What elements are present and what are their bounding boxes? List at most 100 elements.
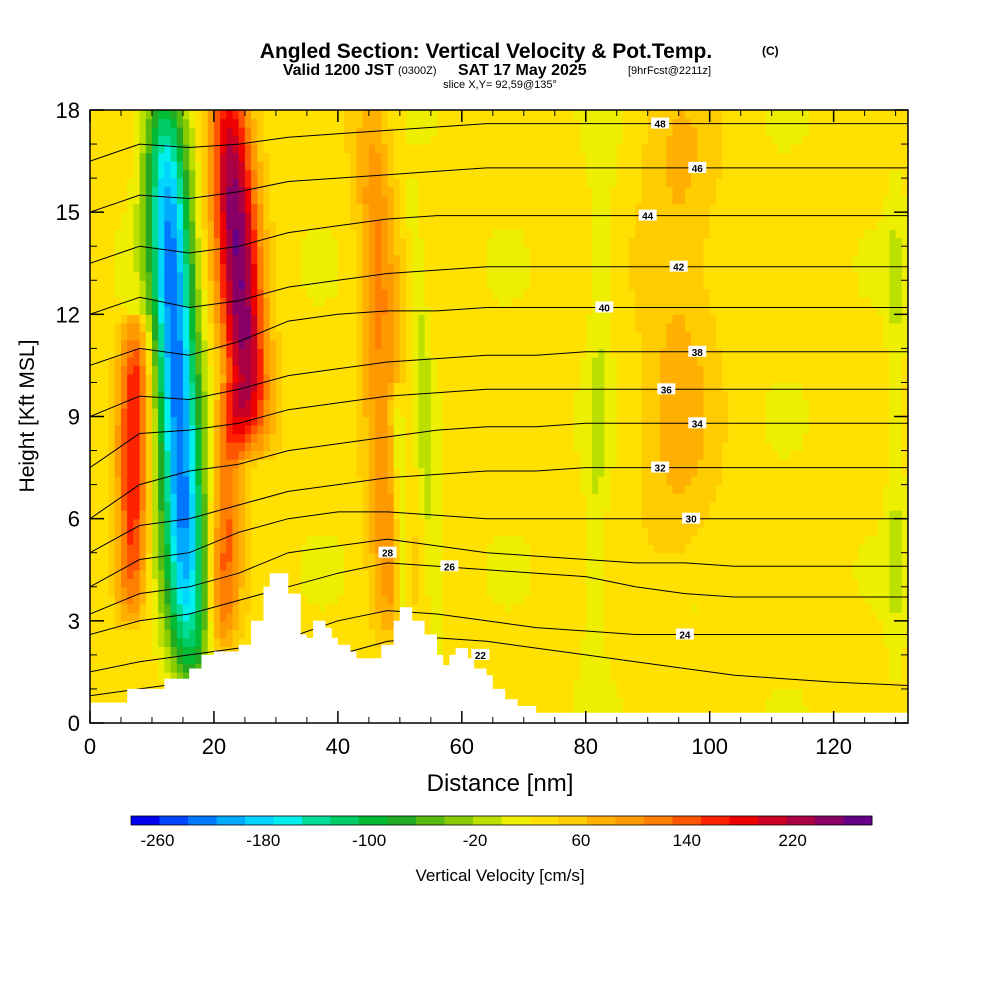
velocity-cell [418,603,426,613]
velocity-cell [300,612,308,622]
velocity-cell [313,314,320,324]
velocity-cell [319,365,327,375]
velocity-cell [387,178,395,188]
velocity-cell [90,110,97,120]
velocity-cell [331,254,339,264]
velocity-cell [313,322,320,332]
velocity-cell [424,527,432,537]
velocity-cell [294,356,302,366]
velocity-cell [480,433,488,443]
velocity-cell [300,169,308,179]
velocity-cell [152,339,159,349]
velocity-cell [102,322,110,332]
velocity-cell [282,127,289,137]
velocity-cell [393,450,401,460]
velocity-cell [213,237,221,247]
velocity-cell [275,288,283,298]
velocity-cell [368,408,376,418]
velocity-cell [121,501,128,511]
velocity-cell [176,476,184,486]
velocity-cell [207,118,215,128]
velocity-cell [480,186,488,196]
velocity-cell [399,263,407,273]
velocity-cell [313,271,320,281]
velocity-cell [133,425,141,435]
velocity-cell [437,510,444,520]
velocity-cell [257,297,265,307]
velocity-cell [517,603,525,613]
velocity-cell [406,476,413,486]
velocity-cell [176,288,184,298]
velocity-cell [251,161,258,171]
velocity-cell [325,476,333,486]
velocity-cell [170,356,178,366]
velocity-cell [511,169,519,179]
velocity-cell [121,382,128,392]
velocity-cell [244,552,252,562]
velocity-cell [269,314,277,324]
velocity-cell [418,493,426,503]
velocity-cell [176,246,184,256]
velocity-cell [127,297,134,307]
velocity-cell [183,288,190,298]
velocity-cell [121,186,128,196]
velocity-cell [430,450,438,460]
velocity-cell [449,118,457,128]
velocity-cell [145,527,153,537]
velocity-cell [511,178,519,188]
velocity-cell [220,382,227,392]
velocity-cell [251,365,258,375]
velocity-cell [393,493,401,503]
velocity-cell [499,620,506,630]
velocity-cell [387,229,395,239]
velocity-cell [133,680,141,690]
velocity-cell [344,544,351,554]
velocity-cell [356,212,364,222]
velocity-cell [232,237,240,247]
velocity-cell [455,603,463,613]
velocity-cell [350,484,358,494]
velocity-cell [102,237,110,247]
velocity-cell [232,425,240,435]
velocity-cell [368,578,376,588]
velocity-cell [288,510,296,520]
velocity-cell [306,476,314,486]
velocity-cell [158,271,165,281]
velocity-cell [356,220,364,230]
velocity-cell [183,365,190,375]
velocity-cell [362,484,370,494]
velocity-cell [238,552,246,562]
velocity-cell [505,237,512,247]
velocity-cell [319,288,327,298]
velocity-cell [517,527,525,537]
velocity-cell [356,322,364,332]
velocity-cell [133,663,141,673]
velocity-cell [213,135,221,145]
velocity-cell [449,620,457,630]
velocity-cell [189,603,196,613]
velocity-cell [505,535,512,545]
velocity-cell [189,433,196,443]
velocity-cell [158,339,165,349]
velocity-cell [263,331,271,341]
velocity-cell [232,203,240,213]
velocity-cell [362,356,370,366]
velocity-cell [257,510,265,520]
velocity-cell [90,382,97,392]
velocity-cell [406,220,413,230]
velocity-cell [406,382,413,392]
velocity-cell [189,373,196,383]
velocity-cell [306,467,314,477]
velocity-cell [201,408,209,418]
velocity-cell [251,425,258,435]
velocity-cell [300,586,308,596]
velocity-cell [269,356,277,366]
velocity-cell [213,586,221,596]
velocity-cell [468,569,475,579]
velocity-cell [337,408,345,418]
velocity-cell [368,586,376,596]
velocity-cell [356,620,364,630]
velocity-cell [176,637,184,647]
velocity-cell [461,305,469,315]
velocity-cell [133,518,141,528]
